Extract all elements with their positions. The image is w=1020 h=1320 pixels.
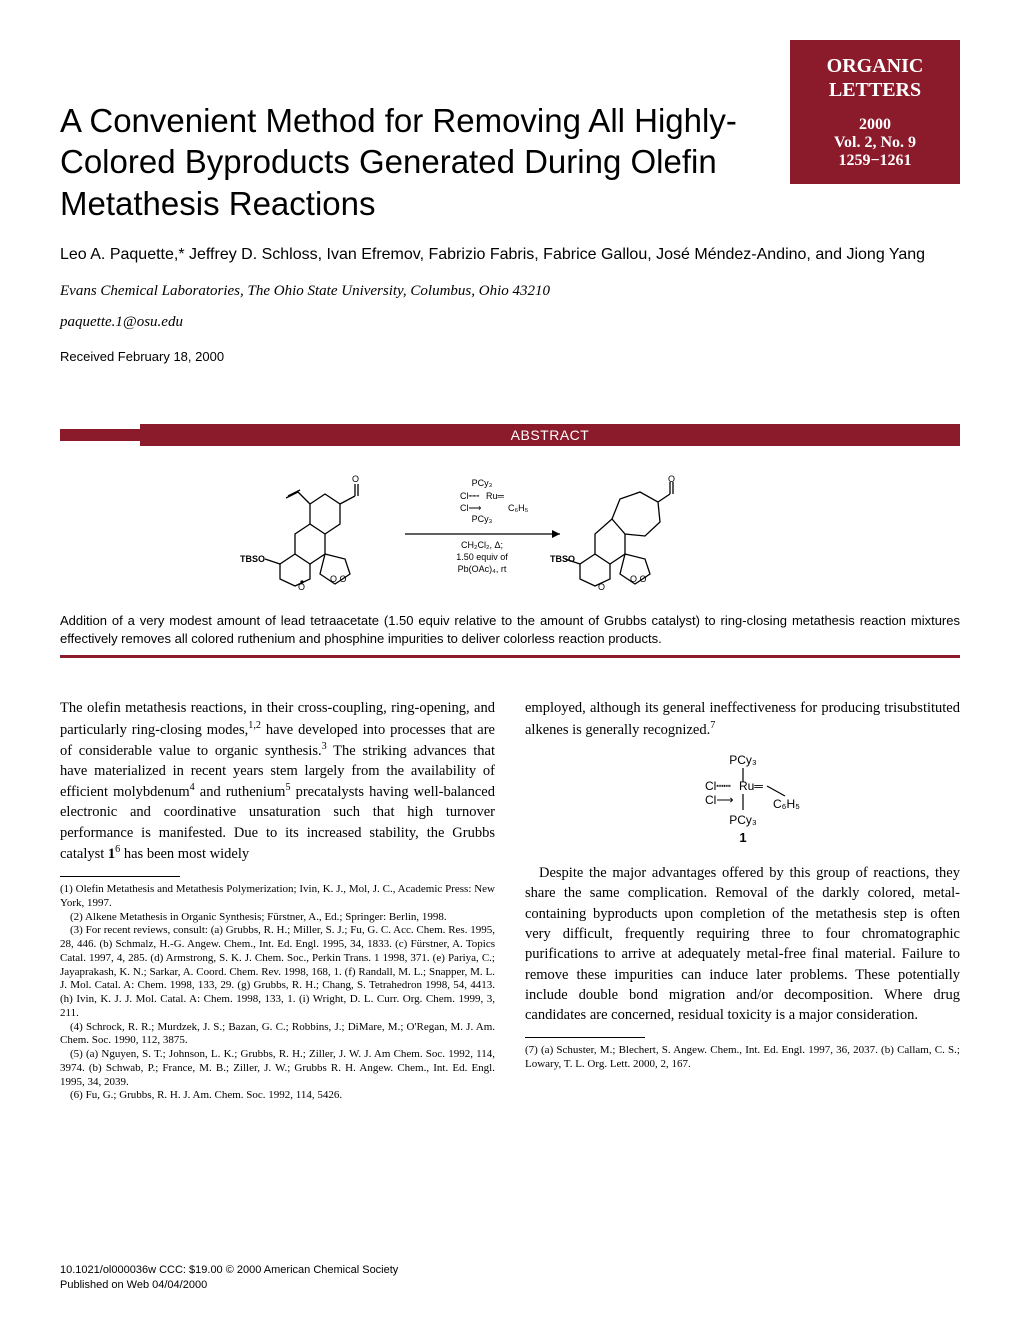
cat-c6h5: C₆H₅ [773, 797, 800, 811]
footnote-rule-right [525, 1037, 645, 1038]
abstract-bar-left [60, 429, 140, 441]
body-left-p1f: has been most widely [120, 846, 249, 862]
scheme-ru: Ru═ [486, 491, 505, 501]
received-date: Received February 18, 2000 [60, 349, 960, 364]
scheme-tbso-left: TBSO [240, 554, 265, 564]
journal-name: ORGANIC LETTERS [800, 54, 950, 102]
scheme-oo-left: O O [330, 574, 347, 584]
journal-name-line1: ORGANIC [827, 55, 924, 77]
abstract-header: ABSTRACT [60, 424, 960, 446]
affiliation: Evans Chemical Laboratories, The Ohio St… [60, 283, 960, 300]
cat-cl2: Cl⟶ [705, 793, 734, 807]
left-column: The olefin metathesis reactions, in thei… [60, 698, 495, 1103]
journal-box: ORGANIC LETTERS 2000 Vol. 2, No. 9 1259−… [790, 40, 960, 184]
footnote-rule-left [60, 876, 180, 877]
scheme-cl2: Cl⟶ [460, 503, 481, 513]
footnote-1: (1) Olefin Metathesis and Metathesis Pol… [60, 883, 495, 911]
scheme-cl1: Cl┉┉ [460, 491, 480, 501]
abstract-text: Addition of a very modest amount of lead… [60, 612, 960, 647]
corresponding-email: paquette.1@osu.edu [60, 314, 960, 331]
cat-pcy3-bot: PCy₃ [729, 813, 757, 827]
scheme-pcy3-bot: PCy₃ [472, 514, 493, 524]
journal-name-line2: LETTERS [829, 79, 921, 101]
sup-7: 7 [710, 720, 715, 731]
abstract-scheme: TBSO O O O O PCy₃ Cl┉┉ Ru═ Cl⟶ C₆H₅ PCy₃… [60, 464, 960, 594]
journal-volume: Vol. 2, No. 9 [800, 134, 950, 152]
footnote-7: (7) (a) Schuster, M.; Blechert, S. Angew… [525, 1044, 960, 1072]
cat-ru: Ru═ [739, 779, 763, 793]
footnote-6: (6) Fu, G.; Grubbs, R. H. J. Am. Chem. S… [60, 1089, 495, 1103]
sup-12: 1,2 [248, 720, 261, 731]
abstract-bar-bottom [60, 655, 960, 658]
scheme-carbonyl-right: O [668, 474, 675, 484]
body-right-p1: employed, although its general ineffecti… [525, 698, 960, 739]
journal-pages: 1259−1261 [800, 152, 950, 170]
footnote-3: (3) For recent reviews, consult: (a) Gru… [60, 924, 495, 1020]
body-columns: The olefin metathesis reactions, in thei… [60, 698, 960, 1103]
scheme-cond1: CH₂Cl₂, Δ; [461, 540, 503, 550]
footnote-4: (4) Schrock, R. R.; Murdzek, J. S.; Baza… [60, 1021, 495, 1049]
catalyst-svg: PCy₃ Cl┉┉ Ru═ Cl⟶ C₆H₅ PCy₃ 1 [673, 750, 813, 845]
reaction-scheme-svg: TBSO O O O O PCy₃ Cl┉┉ Ru═ Cl⟶ C₆H₅ PCy₃… [230, 464, 790, 594]
scheme-cond3: Pb(OAc)₄, rt [458, 564, 507, 574]
cat-pcy3-top: PCy₃ [729, 753, 757, 767]
body-left-p1d: and ruthenium [195, 784, 286, 800]
abstract-label: ABSTRACT [140, 424, 960, 446]
scheme-o-left: O [298, 582, 305, 592]
journal-year: 2000 [800, 116, 950, 134]
footer: 10.1021/ol000036w CCC: $19.00 © 2000 Ame… [60, 1263, 398, 1292]
footnote-2: (2) Alkene Metathesis in Organic Synthes… [60, 911, 495, 925]
body-right-p2: Despite the major advantages offered by … [525, 863, 960, 1025]
scheme-cond2: 1.50 equiv of [456, 552, 508, 562]
right-column: employed, although its general ineffecti… [525, 698, 960, 1103]
footer-line1: 10.1021/ol000036w CCC: $19.00 © 2000 Ame… [60, 1263, 398, 1277]
scheme-oo-right: O O [630, 574, 647, 584]
footnote-5: (5) (a) Nguyen, S. T.; Johnson, L. K.; G… [60, 1048, 495, 1089]
article-title: A Convenient Method for Removing All Hig… [60, 100, 760, 224]
title-block: A Convenient Method for Removing All Hig… [60, 40, 790, 224]
header-row: A Convenient Method for Removing All Hig… [60, 40, 960, 224]
body-left-p1: The olefin metathesis reactions, in thei… [60, 698, 495, 864]
scheme-c6h5: C₆H₅ [508, 503, 529, 513]
abstract-container: ABSTRACT [60, 424, 960, 658]
footer-line2: Published on Web 04/04/2000 [60, 1278, 398, 1292]
footnotes-left: (1) Olefin Metathesis and Metathesis Pol… [60, 883, 495, 1103]
cat-label: 1 [739, 830, 746, 845]
scheme-pcy3-top: PCy₃ [472, 478, 493, 488]
body-right-p1-text: employed, although its general ineffecti… [525, 700, 960, 737]
cat-cl1: Cl┉┉ [705, 779, 731, 793]
scheme-o-right: O [598, 582, 605, 592]
catalyst-figure: PCy₃ Cl┉┉ Ru═ Cl⟶ C₆H₅ PCy₃ 1 [525, 750, 960, 849]
footnotes-right: (7) (a) Schuster, M.; Blechert, S. Angew… [525, 1044, 960, 1072]
authors: Leo A. Paquette,* Jeffrey D. Schloss, Iv… [60, 244, 960, 266]
scheme-tbso-right: TBSO [550, 554, 575, 564]
scheme-carbonyl-left: O [352, 474, 359, 484]
